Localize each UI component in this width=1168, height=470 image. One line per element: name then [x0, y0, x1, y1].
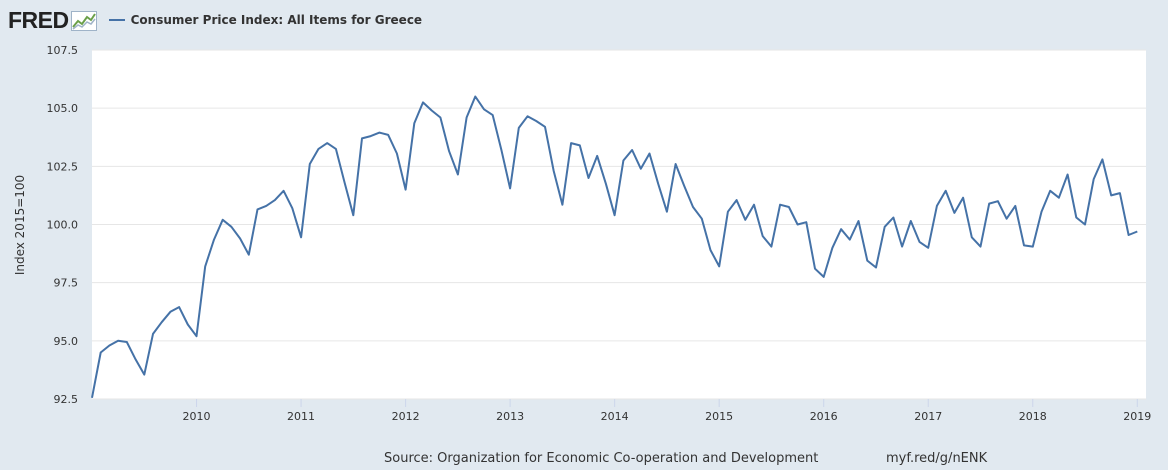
y-tick-label: 102.5	[47, 160, 79, 173]
y-tick-label: 95.0	[54, 335, 79, 348]
fred-logo[interactable]: FRED	[8, 6, 69, 33]
x-tick-label: 2018	[1019, 410, 1047, 423]
x-tick-label: 2015	[705, 410, 733, 423]
x-tick-label: 2017	[914, 410, 942, 423]
x-tick-label: 2012	[392, 410, 420, 423]
legend-line-swatch	[108, 19, 125, 21]
y-tick-label: 107.5	[47, 44, 79, 57]
y-tick-label: 100.0	[47, 219, 79, 232]
x-tick-label: 2013	[496, 410, 524, 423]
y-axis-label: Index 2015=100	[13, 175, 27, 275]
x-tick-label: 2010	[183, 410, 211, 423]
chart-header: FRED Consumer Price Index: All Items for…	[8, 6, 422, 34]
y-tick-label: 92.5	[54, 393, 79, 406]
source-note: Source: Organization for Economic Co-ope…	[384, 451, 819, 466]
x-tick-label: 2019	[1123, 410, 1151, 423]
series-line	[91, 95, 1138, 398]
short-url[interactable]: myf.red/g/nENK	[886, 451, 988, 466]
grid-lines	[92, 49, 1146, 400]
x-tick-label: 2011	[287, 410, 315, 423]
y-tick-label: 97.5	[54, 277, 79, 290]
y-tick-label: 105.0	[47, 102, 79, 115]
y-axis-ticks: 92.5 95.0 97.5 100.0 102.5 105.0 107.5	[47, 44, 79, 406]
fred-chart-icon	[70, 11, 97, 31]
x-axis-ticks: 2010 2011 2012 2013 2014 2015 2016 2017 2018 2019	[183, 399, 1151, 423]
x-tick-label: 2014	[601, 410, 629, 423]
legend-series-label[interactable]: Consumer Price Index: All Items for Gree…	[130, 13, 423, 27]
x-tick-label: 2016	[810, 410, 838, 423]
